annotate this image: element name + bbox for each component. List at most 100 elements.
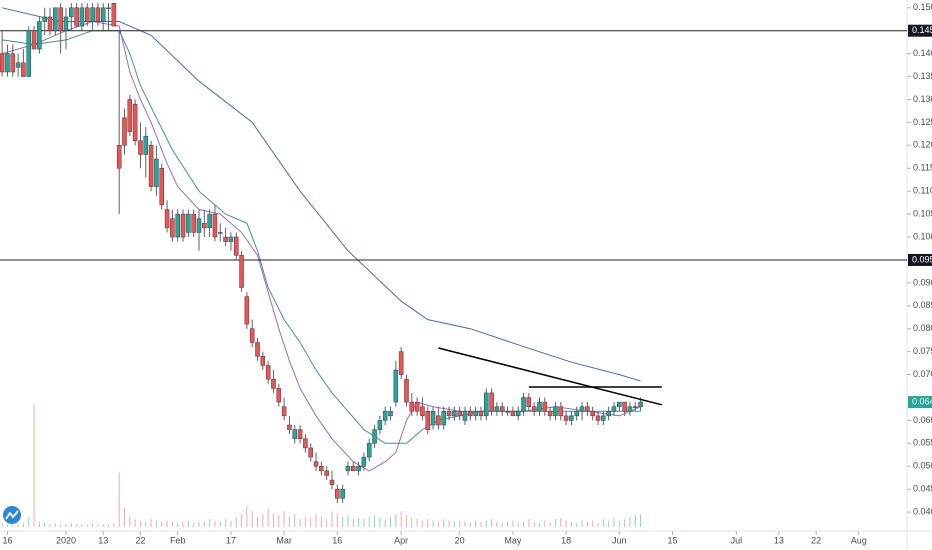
candle-body <box>319 466 324 472</box>
candle-body <box>446 411 452 417</box>
candle-body <box>473 411 478 417</box>
candle-body <box>58 7 63 31</box>
y-tick-label: 0.105 <box>913 208 932 218</box>
volume-bar <box>1 523 3 527</box>
y-tick-label: 0.080 <box>913 323 932 333</box>
volume-bar <box>379 517 381 527</box>
candle-body <box>47 16 53 31</box>
candle-body <box>351 466 356 472</box>
volume-bar <box>272 514 274 527</box>
y-tick-label: 0.045 <box>913 484 932 494</box>
x-tick-label: Aug <box>851 535 867 545</box>
volume-bar <box>225 519 227 527</box>
candle-body <box>42 16 47 22</box>
y-tick-label: 0.140 <box>913 48 932 58</box>
volume-bar <box>453 521 455 527</box>
volume-bar <box>326 519 328 527</box>
volume-bar <box>448 520 450 527</box>
y-tick-label: 0.120 <box>913 140 932 150</box>
candle-body <box>441 411 446 426</box>
candle-body <box>542 401 548 412</box>
candle-body <box>457 411 462 417</box>
candle-body <box>356 466 361 472</box>
volume-bar <box>283 511 285 527</box>
volume-bar <box>592 520 594 527</box>
candle-body <box>239 255 244 288</box>
candle-body <box>484 392 489 417</box>
candle-body <box>260 355 266 366</box>
candle-body <box>409 401 415 412</box>
candle-body <box>569 415 574 421</box>
volume-bar <box>44 523 46 527</box>
x-tick-label: 13 <box>98 535 108 545</box>
candle-body <box>425 411 431 430</box>
volume-bar <box>570 521 572 527</box>
volume-bar <box>60 524 62 527</box>
candle-body <box>638 401 643 407</box>
volume-bar <box>310 517 312 527</box>
candle-body <box>164 209 170 229</box>
candle-body <box>244 296 250 325</box>
volume-bar <box>219 521 221 527</box>
volume-bar <box>171 521 173 527</box>
volume-bar <box>6 524 8 527</box>
volume-bar <box>512 520 514 527</box>
candle-body <box>191 213 196 233</box>
volume-bar <box>113 523 115 527</box>
candle-body <box>111 2 117 27</box>
volume-bar <box>102 524 104 527</box>
volume-bar <box>613 517 615 527</box>
volume-bar <box>86 524 88 527</box>
y-tick-label: 0.125 <box>913 117 932 127</box>
candle-body <box>553 406 558 417</box>
candle-body <box>186 213 191 233</box>
volume-bar <box>565 520 567 527</box>
volume-bar <box>278 515 280 527</box>
volume-bar <box>161 521 163 527</box>
volume-bar <box>475 520 477 527</box>
volume-bar <box>134 519 136 527</box>
x-tick-label: Jul <box>731 535 743 545</box>
candle-body <box>154 158 159 187</box>
volume-bar <box>22 523 24 527</box>
candle-body <box>622 401 627 412</box>
volume-bar <box>331 511 333 527</box>
volume-bar <box>538 523 540 527</box>
volume-bar <box>70 523 72 527</box>
candle-body <box>515 411 521 417</box>
price-tag <box>908 24 932 37</box>
candle-body <box>180 213 186 238</box>
volume-bar <box>640 514 642 527</box>
x-tick-label: 22 <box>811 535 821 545</box>
moving-average <box>2 30 641 444</box>
volume-bar <box>608 520 610 527</box>
x-tick-label: 20 <box>455 535 465 545</box>
volume-bar <box>267 508 269 527</box>
candle-body <box>414 401 420 412</box>
candle-body <box>0 53 5 73</box>
volume-bar <box>618 520 620 527</box>
volume-bar <box>549 521 551 527</box>
volume-bar <box>33 403 35 527</box>
volume-bar <box>12 524 14 527</box>
candle-body <box>10 53 16 73</box>
candle-body <box>217 232 223 234</box>
volume-bar <box>81 524 83 527</box>
candle-body <box>31 30 37 50</box>
candle-body <box>531 406 537 412</box>
x-tick-label: 16 <box>2 535 12 545</box>
candle-body <box>632 406 638 408</box>
volume-bar <box>469 523 471 527</box>
x-tick-label: Jun <box>612 535 627 545</box>
last-price-label: 0.064 <box>912 396 932 406</box>
volume-bar <box>352 519 354 527</box>
volume-bar <box>624 519 626 527</box>
volume-bar <box>517 523 519 527</box>
volume-bar <box>17 524 19 527</box>
volume-bar <box>597 523 599 527</box>
volume-bar <box>480 521 482 527</box>
candle-body <box>361 456 367 467</box>
volume-bar <box>485 520 487 527</box>
volume-bar <box>315 514 317 527</box>
